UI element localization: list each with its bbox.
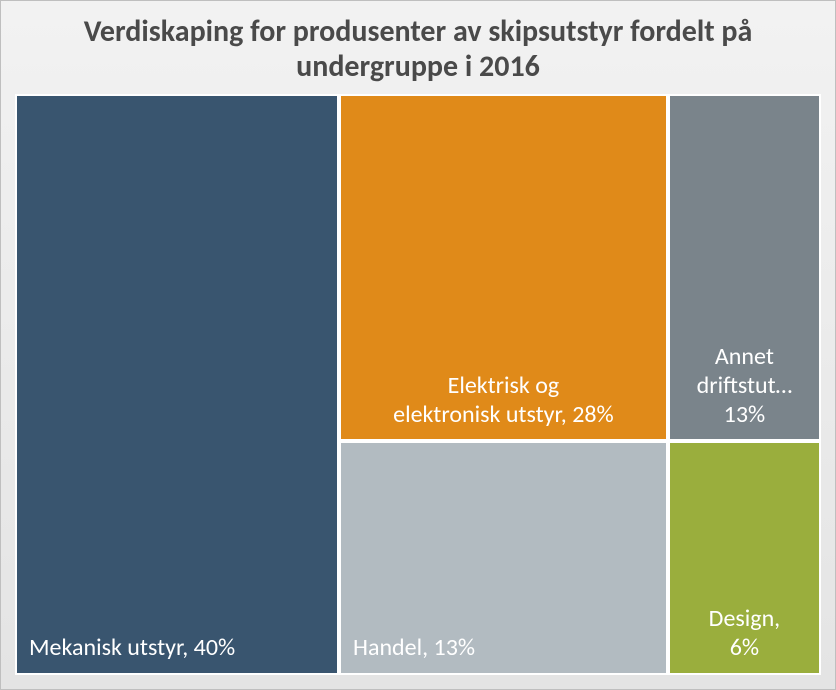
treemap-chart: Verdiskaping for produsenter av skipsuts… [0, 0, 836, 690]
tile-label-handel: Handel, 13% [353, 634, 475, 663]
tile-annet: Annet driftstut… 13% [668, 94, 821, 441]
tile-label-elektrisk: Elektrisk og elektronisk utstyr, 28% [393, 372, 614, 430]
tile-label-design: Design, 6% [709, 605, 781, 663]
tile-label-annet: Annet driftstut… 13% [697, 343, 793, 429]
chart-title: Verdiskaping for produsenter av skipsuts… [1, 1, 835, 94]
tile-handel: Handel, 13% [339, 441, 668, 675]
treemap-area: Mekanisk utstyr, 40% Elektrisk og elektro… [15, 94, 821, 675]
tile-elektrisk: Elektrisk og elektronisk utstyr, 28% [339, 94, 668, 441]
tile-label-mekanisk: Mekanisk utstyr, 40% [29, 634, 235, 663]
tile-mekanisk: Mekanisk utstyr, 40% [15, 94, 339, 675]
tile-design: Design, 6% [668, 441, 821, 675]
